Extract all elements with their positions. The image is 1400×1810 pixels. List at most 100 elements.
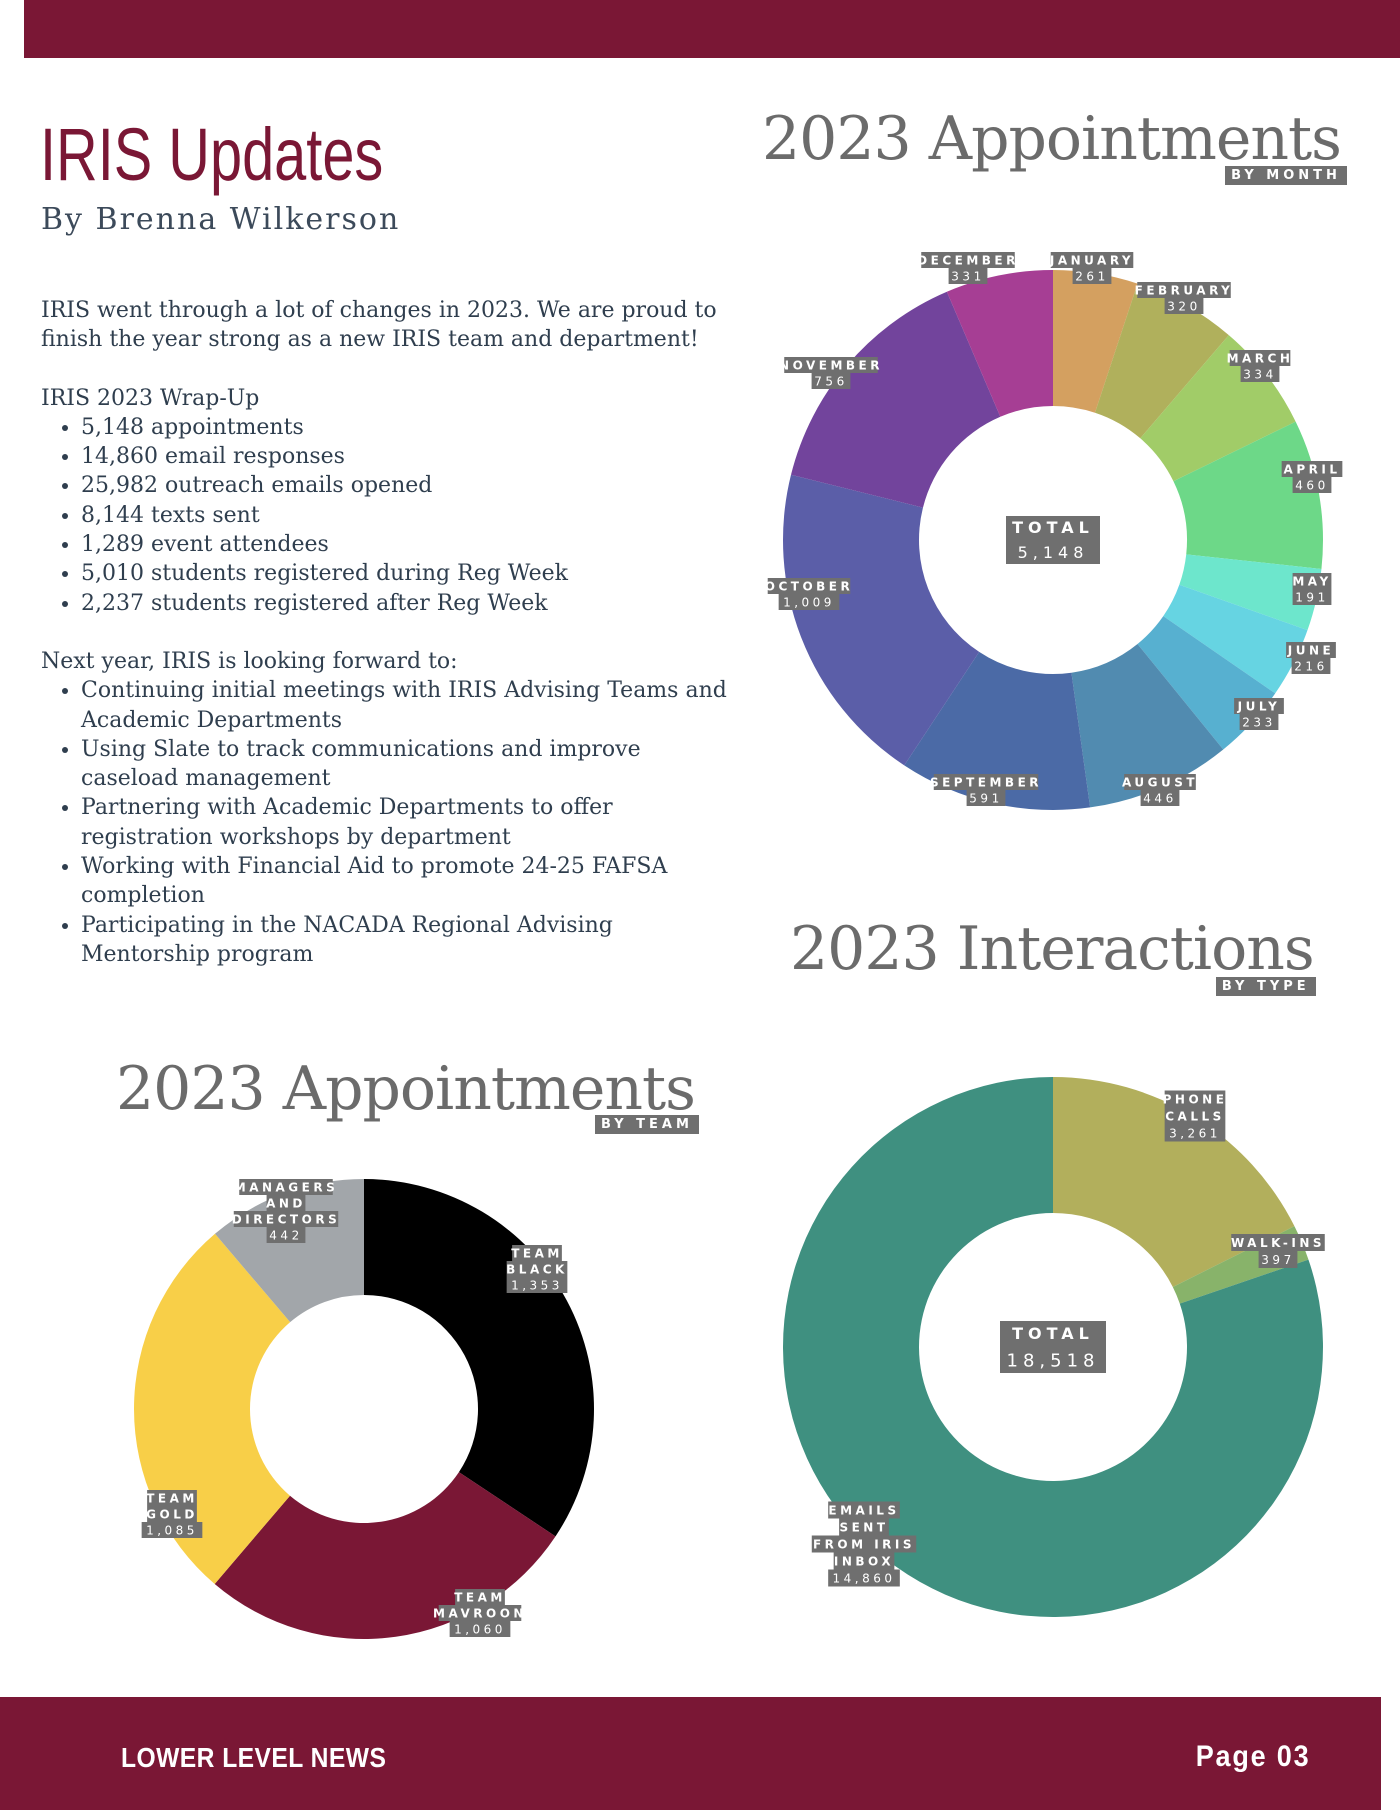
slice-value-text: 191 xyxy=(1295,590,1328,604)
slice-label-text: FEBRUARY xyxy=(1135,283,1234,297)
next-year-item: Continuing initial meetings with IRIS Ad… xyxy=(81,676,741,735)
chart-subtitle-tag: BY TEAM xyxy=(595,1115,699,1134)
label-background xyxy=(1072,268,1112,284)
chart-title: 2023 Appointments xyxy=(762,104,1342,174)
wrapup-item: 5,010 students registered during Reg Wee… xyxy=(81,559,741,588)
slice-value-text: 261 xyxy=(1075,269,1108,283)
footer-page-number: Page 03 xyxy=(1195,1740,1310,1773)
slice-april xyxy=(1173,421,1323,569)
page-title: IRIS Updates xyxy=(40,113,384,196)
slice-label-text: MAY xyxy=(1292,574,1331,588)
byline: By Brenna Wilkerson xyxy=(41,202,401,237)
slice-label-text: APRIL xyxy=(1284,462,1341,476)
intro-paragraph: IRIS went through a lot of changes in 20… xyxy=(41,298,717,353)
center-background xyxy=(1006,516,1100,564)
label-january: JANUARY 261 xyxy=(1049,252,1134,284)
slice-value-text: 756 xyxy=(814,374,847,388)
slice-label-text: JULY xyxy=(1237,699,1281,713)
label-background xyxy=(1164,298,1204,314)
label-background xyxy=(1124,774,1196,790)
label-background xyxy=(1137,282,1231,298)
label-background xyxy=(1234,698,1284,714)
label-background xyxy=(933,774,1039,790)
label-background xyxy=(921,252,1015,268)
slice-label-text: SEPTEMBER xyxy=(930,775,1042,789)
label-july: JULY 233 xyxy=(1234,698,1284,730)
slice-label-text: NOVEMBER xyxy=(779,358,883,372)
next-year-item: Using Slate to track communications and … xyxy=(81,735,641,794)
label-background xyxy=(1240,366,1280,382)
label-background xyxy=(1291,658,1331,674)
slice-label-text: OCTOBER xyxy=(765,579,853,593)
wrapup-item: 1,289 event attendees xyxy=(81,530,741,559)
wrapup-heading: IRIS 2023 Wrap-Up xyxy=(41,385,260,411)
label-background xyxy=(1050,252,1134,268)
label-may: MAY 191 xyxy=(1292,573,1332,605)
wrapup-item: 14,860 email responses xyxy=(81,442,741,471)
label-december: DECEMBER 331 xyxy=(917,252,1019,284)
slice-label-text: MARCH xyxy=(1227,351,1294,365)
label-october: OCTOBER 1,009 xyxy=(765,578,853,610)
label-august: AUGUST 446 xyxy=(1122,774,1198,806)
chart-heading-type: 2023 Interactions BY TYPE xyxy=(790,914,1316,996)
wrapup-list: 5,148 appointments 14,860 email response… xyxy=(41,413,741,618)
label-background xyxy=(1286,642,1336,658)
top-banner xyxy=(24,0,1400,58)
slice-may xyxy=(1179,554,1322,631)
slice-value-text: 320 xyxy=(1167,299,1200,313)
slice-value-text: 233 xyxy=(1242,715,1275,729)
slice-january xyxy=(1053,270,1138,413)
label-background xyxy=(1281,461,1343,477)
label-november: NOVEMBER 756 xyxy=(779,357,883,389)
slice-label-text: JANUARY xyxy=(1049,253,1134,267)
wrapup-item: 5,148 appointments xyxy=(81,413,741,442)
next-year-item: Working with Financial Aid to promote 24… xyxy=(81,852,741,911)
label-background xyxy=(784,357,878,373)
chart-subtitle-tag: BY TYPE xyxy=(1215,977,1316,996)
slice-september xyxy=(904,651,1091,810)
slice-june xyxy=(1163,584,1308,694)
label-background xyxy=(948,268,988,284)
label-background xyxy=(1292,589,1332,605)
center-value: 5,148 xyxy=(1018,543,1089,562)
slice-value-text: 331 xyxy=(951,269,984,283)
next-year-list: Continuing initial meetings with IRIS Ad… xyxy=(41,676,741,969)
label-february: FEBRUARY 320 xyxy=(1135,282,1234,314)
next-year-item: Participating in the NACADA Regional Adv… xyxy=(81,911,641,970)
label-march: MARCH 334 xyxy=(1227,350,1294,382)
chart-heading-team: 2023 Appointments BY TEAM xyxy=(116,1054,699,1134)
label-background xyxy=(767,578,851,594)
label-background xyxy=(1229,350,1291,366)
chart-title: 2023 Appointments xyxy=(116,1054,696,1124)
label-june: JUNE 216 xyxy=(1286,642,1336,674)
wrapup-item: 2,237 students registered after Reg Week xyxy=(81,589,741,618)
slice-value-text: 446 xyxy=(1143,791,1176,805)
footer-left-text: LOWER LEVEL NEWS xyxy=(121,1742,387,1773)
slice-label-text: DECEMBER xyxy=(917,253,1019,267)
label-background xyxy=(966,790,1006,806)
label-background xyxy=(1140,790,1180,806)
article-body: IRIS went through a lot of changes in 20… xyxy=(41,296,741,969)
label-background xyxy=(1292,477,1332,493)
label-background xyxy=(1292,573,1332,589)
chart-heading-month: 2023 Appointments BY MONTH xyxy=(762,104,1347,185)
slice-december xyxy=(946,270,1053,417)
next-year-item: Partnering with Academic Departments to … xyxy=(81,793,641,852)
slice-october xyxy=(783,474,980,766)
slice-august xyxy=(1071,644,1224,808)
slice-label-text: JUNE xyxy=(1287,643,1334,657)
chart-title: 2023 Interactions xyxy=(790,914,1315,984)
wrapup-item: 25,982 outreach emails opened xyxy=(81,471,741,500)
slice-february xyxy=(1094,283,1229,439)
label-april: APRIL 460 xyxy=(1281,461,1343,493)
next-year-heading: Next year, IRIS is looking forward to: xyxy=(41,648,458,674)
slice-label-text: AUGUST xyxy=(1122,775,1198,789)
wrapup-item: 8,144 texts sent xyxy=(81,501,741,530)
center-total: TOTAL 5,148 xyxy=(1006,516,1100,564)
slice-value-text: 460 xyxy=(1295,478,1328,492)
label-background xyxy=(811,373,851,389)
chart-subtitle-tag: BY MONTH xyxy=(1225,166,1347,185)
label-september: SEPTEMBER 591 xyxy=(930,774,1042,806)
label-background xyxy=(778,594,840,610)
slice-value-text: 334 xyxy=(1243,367,1276,381)
